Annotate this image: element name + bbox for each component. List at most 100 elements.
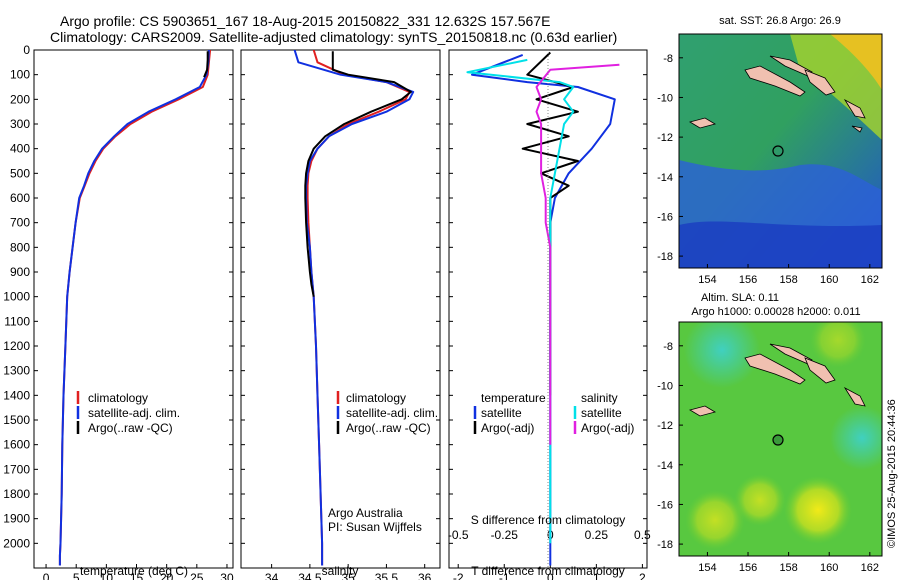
map-x-tick-label: 160	[820, 562, 838, 574]
map-y-tick-label: -14	[657, 460, 673, 472]
x-tick-label: 5	[73, 571, 80, 580]
sla-map-title-2: Argo h1000: 0.00028 h2000: 0.011	[691, 306, 860, 318]
depth-tick-label: 1600	[3, 438, 30, 452]
sla-map-frame	[678, 321, 883, 557]
map-x-tick-label: 162	[861, 274, 879, 286]
depth-tick-label: 100	[10, 68, 30, 82]
difference-legend: temperature satellite Argo(-adj) salinit…	[473, 391, 634, 435]
salinity-panel	[240, 49, 441, 569]
sla-low	[830, 406, 882, 470]
x-tick-label: 34.5	[298, 571, 322, 580]
title-line-2: Climatology: CARS2009. Satellite-adjuste…	[50, 29, 617, 45]
depth-tick-label: 1300	[3, 364, 30, 378]
legend-t-argo: Argo(-adj)	[481, 421, 534, 435]
legend-salinity-heading: salinity	[581, 391, 618, 405]
x-tick-label: 30	[220, 571, 234, 580]
depth-tick-label: 800	[10, 240, 30, 254]
map-x-tick-label: 160	[820, 274, 838, 286]
temperature-xlabel: temperature (deg C)	[80, 564, 188, 578]
x-tick-label: 35.5	[375, 571, 399, 580]
sla-map	[679, 322, 882, 556]
credit: ©IMOS 25-Aug-2015 20:44:36	[886, 399, 898, 548]
depth-tick-label: 1900	[3, 512, 30, 526]
legend-sat: satellite-adj. clim.	[88, 406, 180, 420]
legend-s-sat: satellite	[581, 406, 622, 420]
island	[744, 353, 806, 385]
island	[804, 69, 836, 96]
depth-tick-label: 1200	[3, 339, 30, 353]
depth-tick-label: 0	[23, 43, 30, 57]
map-x-tick-label: 154	[698, 562, 716, 574]
map-y-tick-label: -16	[657, 499, 673, 511]
difference-series	[466, 51, 620, 566]
x-tick-label: 1	[593, 571, 600, 580]
sst-warmest-water	[830, 34, 882, 90]
legend-argo: Argo(..raw -QC)	[346, 421, 431, 435]
s-tick-label: 0.25	[585, 528, 609, 542]
sla-high	[685, 490, 745, 550]
legend-temperature-heading: temperature	[481, 391, 546, 405]
island	[688, 117, 717, 129]
map-x-tick-label: 156	[739, 562, 757, 574]
sla-high	[810, 322, 866, 368]
float-marker	[772, 434, 784, 446]
sla-high	[784, 476, 852, 544]
island	[843, 98, 866, 119]
annotation-line-2: PI: Susan Wijffels	[328, 520, 422, 534]
map-x-tick-label: 154	[698, 274, 716, 286]
island	[744, 65, 806, 97]
float-marker	[772, 145, 784, 157]
x-tick-label: 0	[547, 571, 554, 580]
salinity-legend: climatology satellite-adj. clim. Argo(..…	[328, 391, 438, 534]
x-tick-label: 34	[265, 571, 279, 580]
map-y-tick-label: -8	[663, 341, 673, 353]
map-x-tick-label: 156	[739, 274, 757, 286]
x-tick-label: 0	[43, 571, 50, 580]
depth-tick-label: 1100	[4, 314, 30, 328]
map-x-tick-label: 158	[779, 274, 797, 286]
series-line	[535, 63, 620, 445]
depth-tick-label: 400	[10, 142, 30, 156]
depth-tick-label: 600	[10, 191, 30, 205]
depth-tick-label: 2000	[3, 536, 30, 550]
map-x-tick-label: 158	[779, 562, 797, 574]
x-tick-label: 25	[190, 571, 204, 580]
legend-sat: satellite-adj. clim.	[346, 406, 438, 420]
series-line	[58, 50, 210, 566]
map-y-tick-label: -16	[657, 211, 673, 223]
series-line	[304, 51, 412, 297]
temperature-legend: climatology satellite-adj. clim. Argo(..…	[76, 391, 180, 435]
depth-tick-label: 1000	[3, 290, 30, 304]
x-tick-label: 36	[418, 571, 432, 580]
sla-high	[734, 474, 786, 526]
x-tick-label: -2	[453, 571, 464, 580]
sst-map-axes: 154 156 158 160 162 -8 -10 -12 -14 -16 -18	[657, 53, 879, 286]
s-tick-label: -0.25	[491, 528, 519, 542]
salinity-xlabel: salinity	[322, 564, 359, 578]
sst-map-frame	[678, 33, 883, 269]
salinity-series	[293, 50, 415, 566]
depth-tick-label: 1700	[3, 462, 30, 476]
legend-s-argo: Argo(-adj)	[581, 421, 634, 435]
legend-t-sat: satellite	[481, 406, 522, 420]
map-y-tick-label: -14	[657, 172, 673, 184]
s-tick-label: 0.5	[634, 528, 651, 542]
island	[804, 357, 836, 384]
legend-clim: climatology	[346, 391, 406, 405]
depth-axis: 0 100 200 300 400 500 600 700 800 900 1000 1100 1200…	[3, 43, 647, 550]
map-y-tick-label: -10	[657, 380, 673, 392]
depth-tick-label: 500	[10, 166, 30, 180]
sla-map-axes: 154 156 158 160 162 -8 -10 -12 -14 -16 -18	[657, 341, 879, 574]
depth-tick-label: 200	[10, 92, 30, 106]
map-y-tick-label: -18	[657, 539, 673, 551]
series-line	[203, 51, 209, 78]
island	[688, 405, 717, 417]
x-tick-label: -1	[499, 571, 510, 580]
map-y-tick-label: -10	[657, 92, 673, 104]
legend-clim: climatology	[88, 391, 148, 405]
s-difference-xlabel: S difference from climatology	[471, 513, 626, 527]
island	[843, 386, 866, 407]
map-y-tick-label: -18	[657, 251, 673, 263]
depth-tick-label: 1800	[3, 487, 30, 501]
